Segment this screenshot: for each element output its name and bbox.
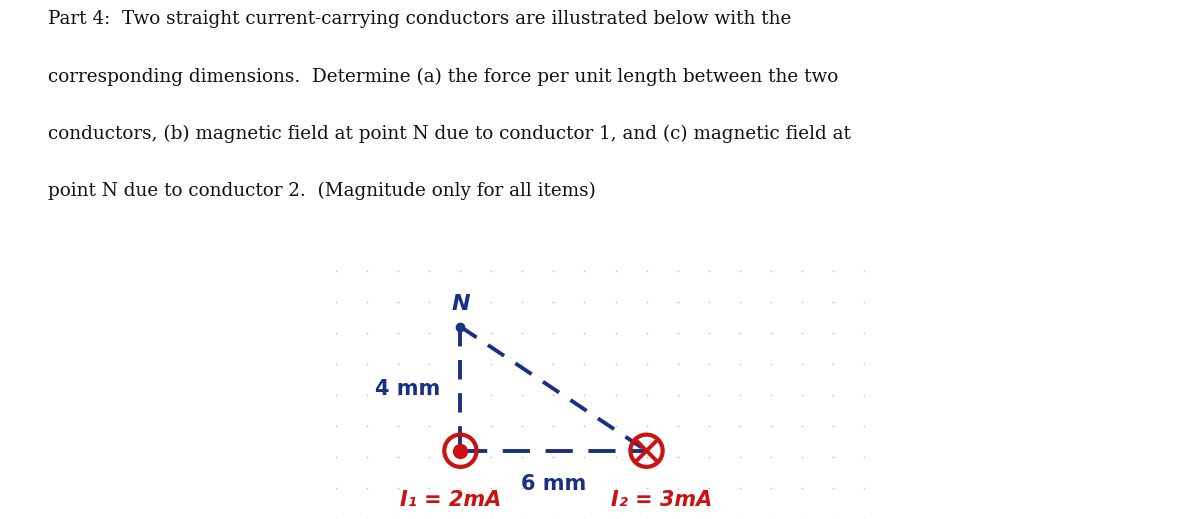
- Text: point N due to conductor 2.  (Magnitude only for all items): point N due to conductor 2. (Magnitude o…: [48, 182, 596, 200]
- Text: 6 mm: 6 mm: [521, 474, 586, 494]
- Text: I₂ = 3mA: I₂ = 3mA: [612, 489, 713, 510]
- Text: conductors, (b) magnetic field at point N due to conductor 1, and (c) magnetic f: conductors, (b) magnetic field at point …: [48, 125, 851, 143]
- Text: Part 4:  Two straight current-carrying conductors are illustrated below with the: Part 4: Two straight current-carrying co…: [48, 10, 791, 29]
- Text: N: N: [451, 294, 469, 313]
- Text: corresponding dimensions.  Determine (a) the force per unit length between the t: corresponding dimensions. Determine (a) …: [48, 67, 839, 86]
- Text: 4 mm: 4 mm: [374, 379, 440, 399]
- Text: I₁ = 2mA: I₁ = 2mA: [401, 489, 502, 510]
